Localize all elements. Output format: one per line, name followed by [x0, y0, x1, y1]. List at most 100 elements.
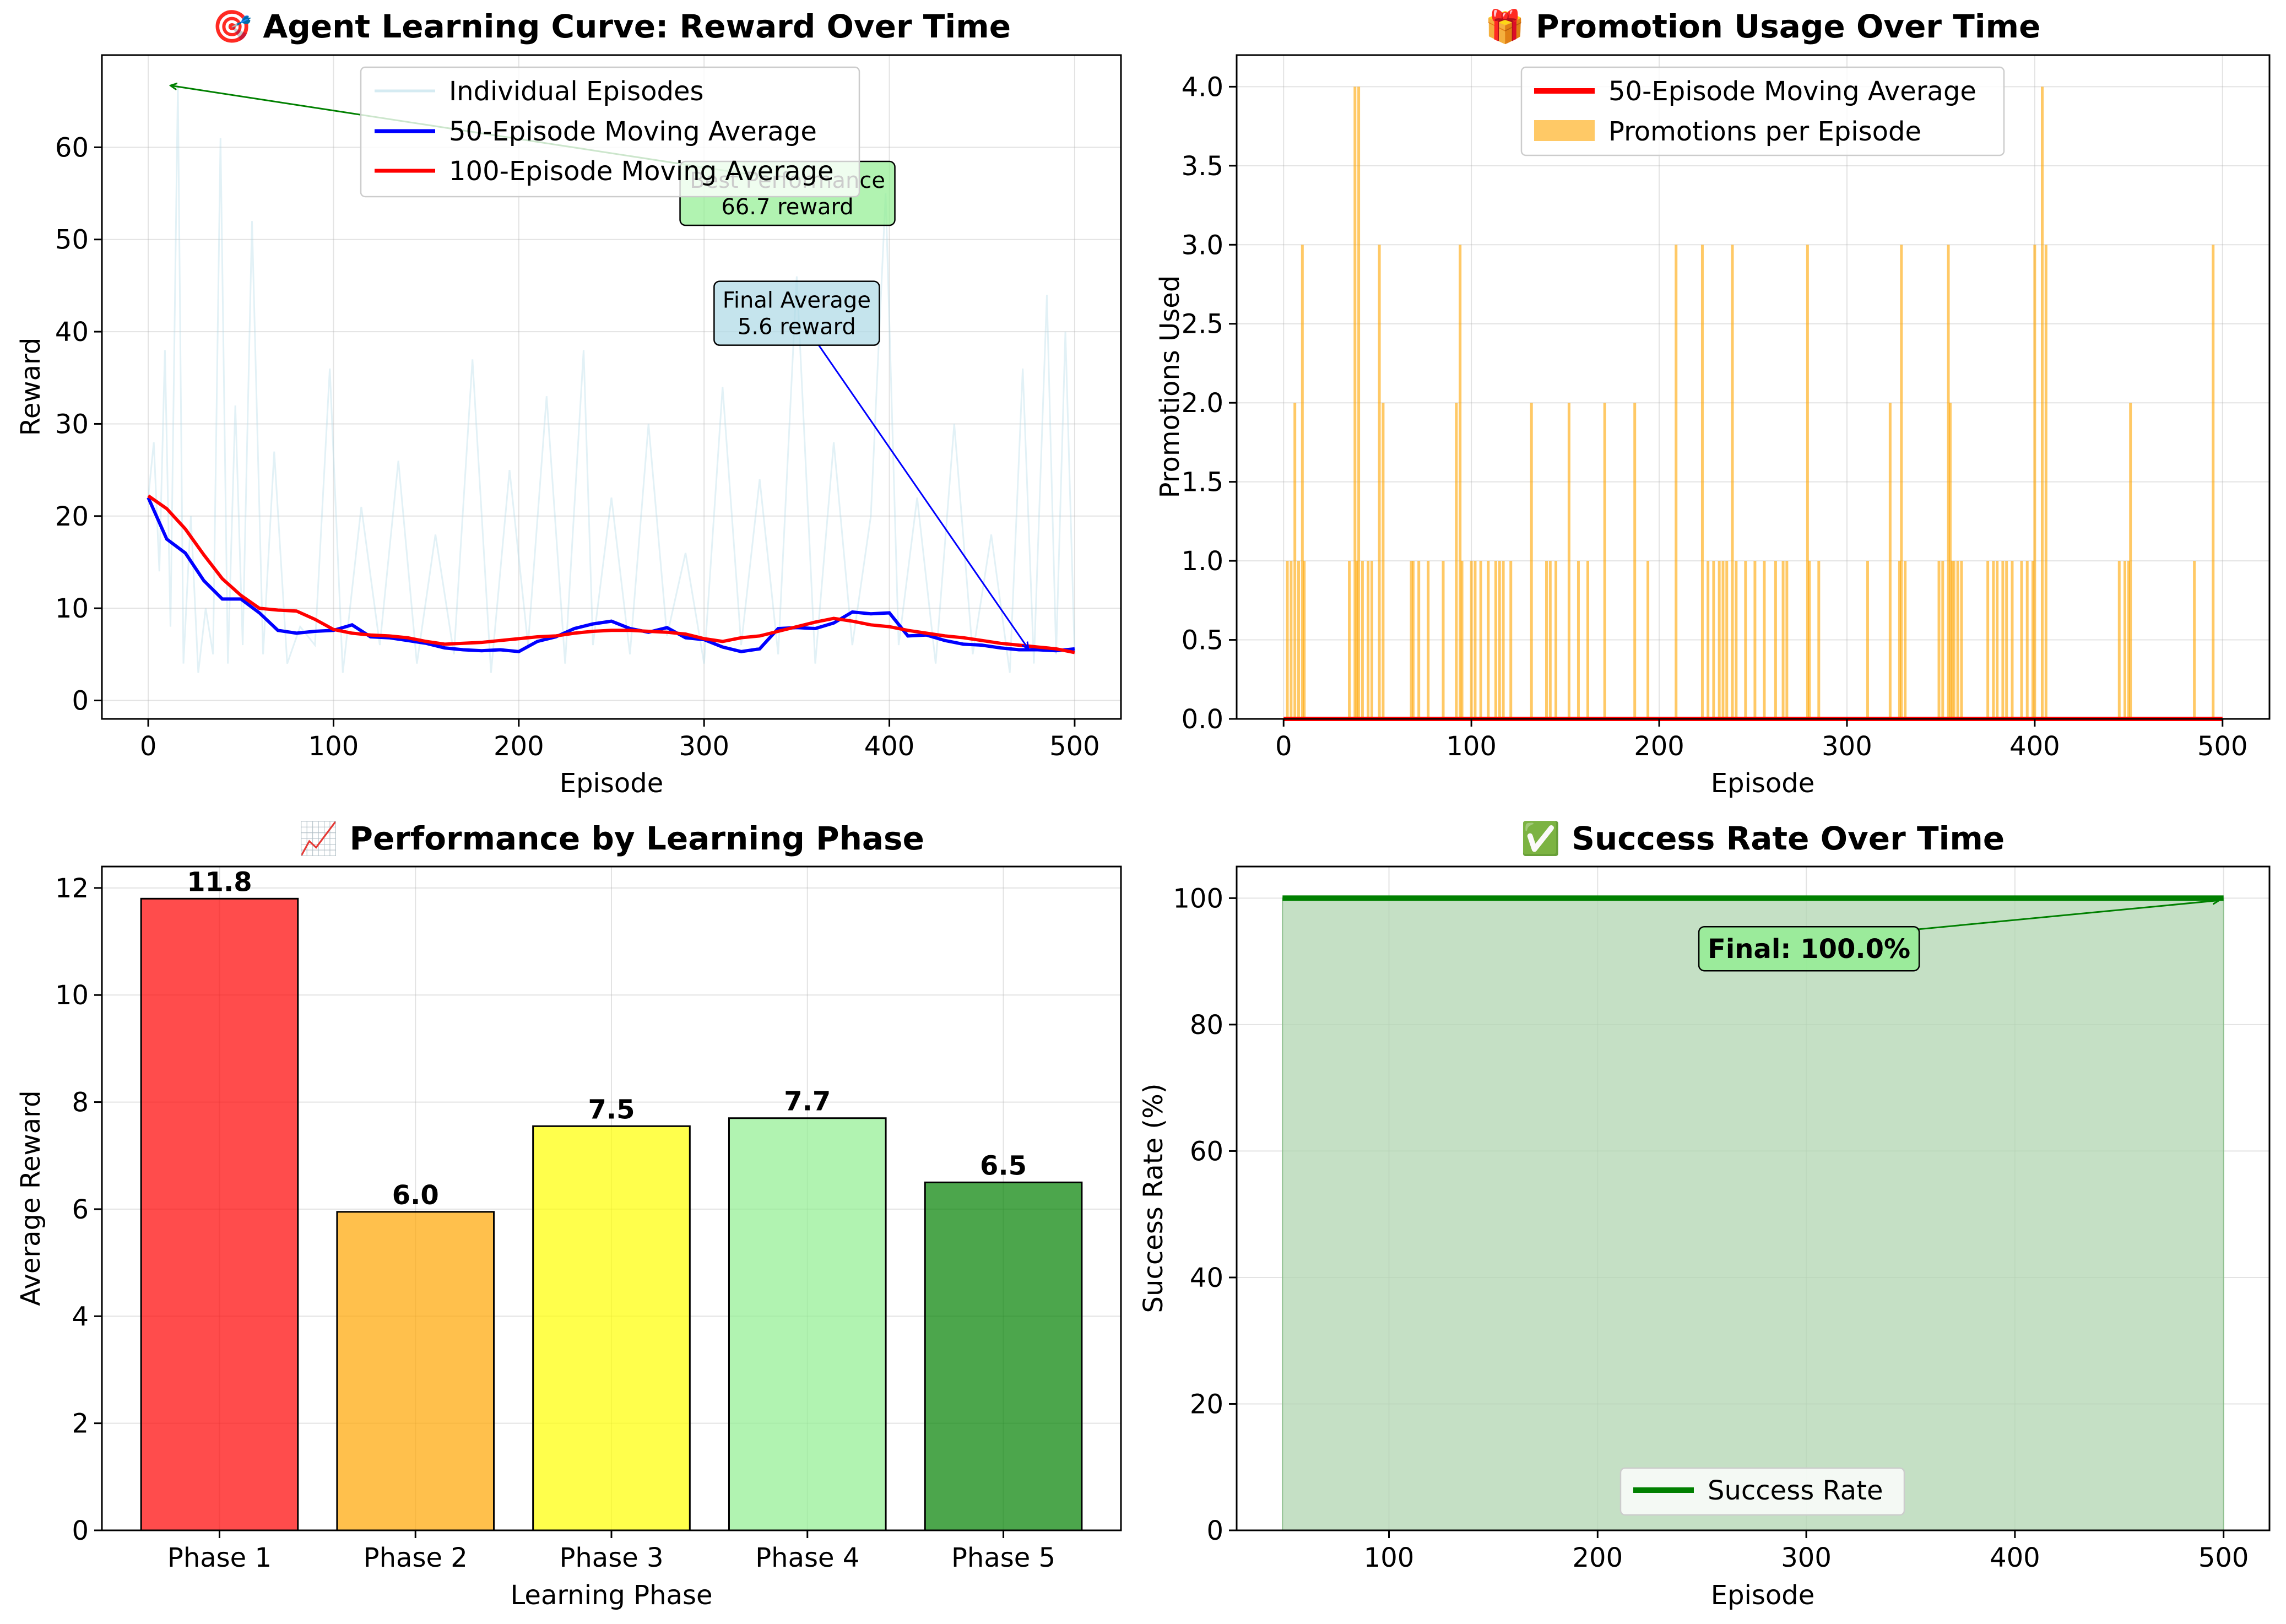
promotion-xtick-label: 300	[1822, 731, 1872, 762]
promotion-xtick-label: 0	[1275, 731, 1292, 762]
phase-xtick-label: Phase 2	[364, 1542, 468, 1573]
promotion-bar	[1948, 403, 1952, 719]
success-xtick-label: 200	[1572, 1542, 1623, 1573]
phase-chart-ylabel: Average Reward	[15, 1090, 46, 1306]
promotion-bar	[1498, 561, 1501, 719]
success-chart-ylabel: Success Rate (%)	[1138, 1084, 1169, 1313]
success-area	[1282, 897, 2224, 1531]
promotion-ytick-label: 0.0	[1182, 704, 1223, 735]
promotion-bar	[1941, 561, 1944, 719]
promotion-xtick-label: 100	[1446, 731, 1497, 762]
success-xtick-label: 300	[1781, 1542, 1832, 1573]
success-ytick-label: 20	[1190, 1389, 1223, 1420]
promotion-bar	[1937, 561, 1941, 719]
promotion-bar	[1960, 561, 1963, 719]
promotion-xtick-label: 200	[1634, 731, 1684, 762]
promotion-bar	[1459, 245, 1462, 719]
reward-chart-frame	[101, 54, 1122, 720]
legend-ma50-promotions: 50-Episode Moving Average	[1608, 76, 1976, 107]
promotion-bar	[1646, 561, 1650, 719]
promotion-bar	[1744, 561, 1747, 719]
promotion-bar	[1417, 561, 1421, 719]
reward-xtick-label: 0	[140, 731, 157, 762]
phase-ytick-label: 8	[72, 1087, 89, 1118]
promotion-bar	[2001, 561, 2005, 719]
promotion-bar	[1577, 561, 1580, 719]
promotion-bar	[1427, 561, 1430, 719]
phase-bar	[140, 897, 299, 1531]
promotion-bar	[2117, 561, 2121, 719]
phase-bar	[728, 1117, 887, 1531]
phase-bar	[336, 1211, 495, 1531]
promotion-bar	[1509, 561, 1513, 719]
promotion-bar	[1586, 561, 1589, 719]
phase-xtick-label: Phase 1	[167, 1542, 272, 1573]
promotion-bar	[1348, 561, 1351, 719]
promotion-bar	[1735, 561, 1738, 719]
final-average-label: Final Average	[723, 288, 871, 313]
phase-ytick-label: 10	[55, 980, 89, 1011]
promotion-ytick-label: 2.0	[1182, 388, 1223, 419]
promotion-bar	[1721, 561, 1725, 719]
success-ytick-label: 100	[1173, 883, 1223, 914]
promotion-bar	[2127, 561, 2130, 719]
promotion-bar	[1455, 403, 1458, 719]
success-chart-frame	[1236, 865, 2271, 1531]
promotion-bar	[1293, 403, 1297, 719]
promotion-bar	[1753, 561, 1757, 719]
promotion-bar	[1774, 561, 1777, 719]
phase-bar-label: 11.8	[187, 867, 252, 897]
promotion-chart-xlabel: Episode	[1711, 768, 1815, 799]
final-success-arrow	[1916, 900, 2219, 930]
promotion-bar	[1866, 561, 1869, 719]
promotion-ytick-label: 4.0	[1182, 72, 1223, 102]
best-performance-value: 66.7 reward	[721, 194, 853, 220]
promotion-ytick-label: 1.5	[1182, 467, 1223, 498]
promotion-bar	[1785, 561, 1789, 719]
promotion-bar	[1378, 245, 1381, 719]
promotion-bar	[1567, 403, 1570, 719]
promotion-ytick-label: 3.5	[1182, 151, 1223, 182]
promotion-bar	[1411, 561, 1415, 719]
reward-chart-xlabel: Episode	[560, 768, 664, 799]
reward-ytick-label: 0	[72, 686, 89, 717]
promotion-chart-ylabel: Promotions Used	[1155, 275, 1185, 499]
success-ytick-label: 60	[1190, 1136, 1223, 1167]
promotion-bar	[1900, 245, 1903, 719]
success-chart-title: ✅ Success Rate Over Time	[1521, 820, 2005, 857]
promotion-bar	[1548, 561, 1552, 719]
promotion-bar	[1410, 561, 1413, 719]
promotion-bar	[1301, 245, 1304, 719]
reward-ytick-label: 10	[55, 593, 89, 624]
promotion-bar	[1442, 561, 1445, 719]
final-success-box	[1698, 925, 1920, 972]
promotion-bar	[1545, 561, 1548, 719]
promotion-bar	[1996, 561, 1999, 719]
promotion-xtick-label: 500	[2197, 731, 2248, 762]
promotion-bar	[2025, 561, 2029, 719]
promotion-bar	[1502, 561, 1505, 719]
legend-success-rate: Success Rate	[1708, 1475, 1883, 1506]
promotion-bar	[1808, 561, 1811, 719]
promotion-bar	[1494, 561, 1497, 719]
promotion-bar	[1290, 561, 1293, 719]
promotion-bar	[2129, 403, 2132, 719]
promotion-bar	[1712, 561, 1715, 719]
ma50-line	[147, 497, 1075, 653]
success-chart-legend: Success Rate	[1619, 1467, 1905, 1516]
promotion-chart: 🎁 Promotion Usage Over Time 0 100 200 300 40…	[1155, 8, 2271, 799]
reward-ytick-label: 40	[55, 317, 89, 348]
reward-xtick-label: 500	[1049, 731, 1100, 762]
promotion-bar	[1992, 561, 1995, 719]
promotion-bar	[1470, 561, 1473, 719]
phase-xtick-label: Phase 3	[559, 1542, 663, 1573]
reward-chart-ylabel: Reward	[15, 338, 46, 436]
promotion-bar	[2124, 561, 2126, 719]
promotion-bar	[1675, 245, 1678, 719]
reward-ytick-label: 60	[55, 132, 89, 163]
reward-ytick-label: 30	[55, 409, 89, 440]
success-xtick-label: 500	[2198, 1542, 2249, 1573]
legend-individual-episodes: Individual Episodes	[449, 76, 704, 107]
phase-bar-label: 6.5	[980, 1150, 1027, 1181]
promotion-bar	[1888, 403, 1892, 719]
